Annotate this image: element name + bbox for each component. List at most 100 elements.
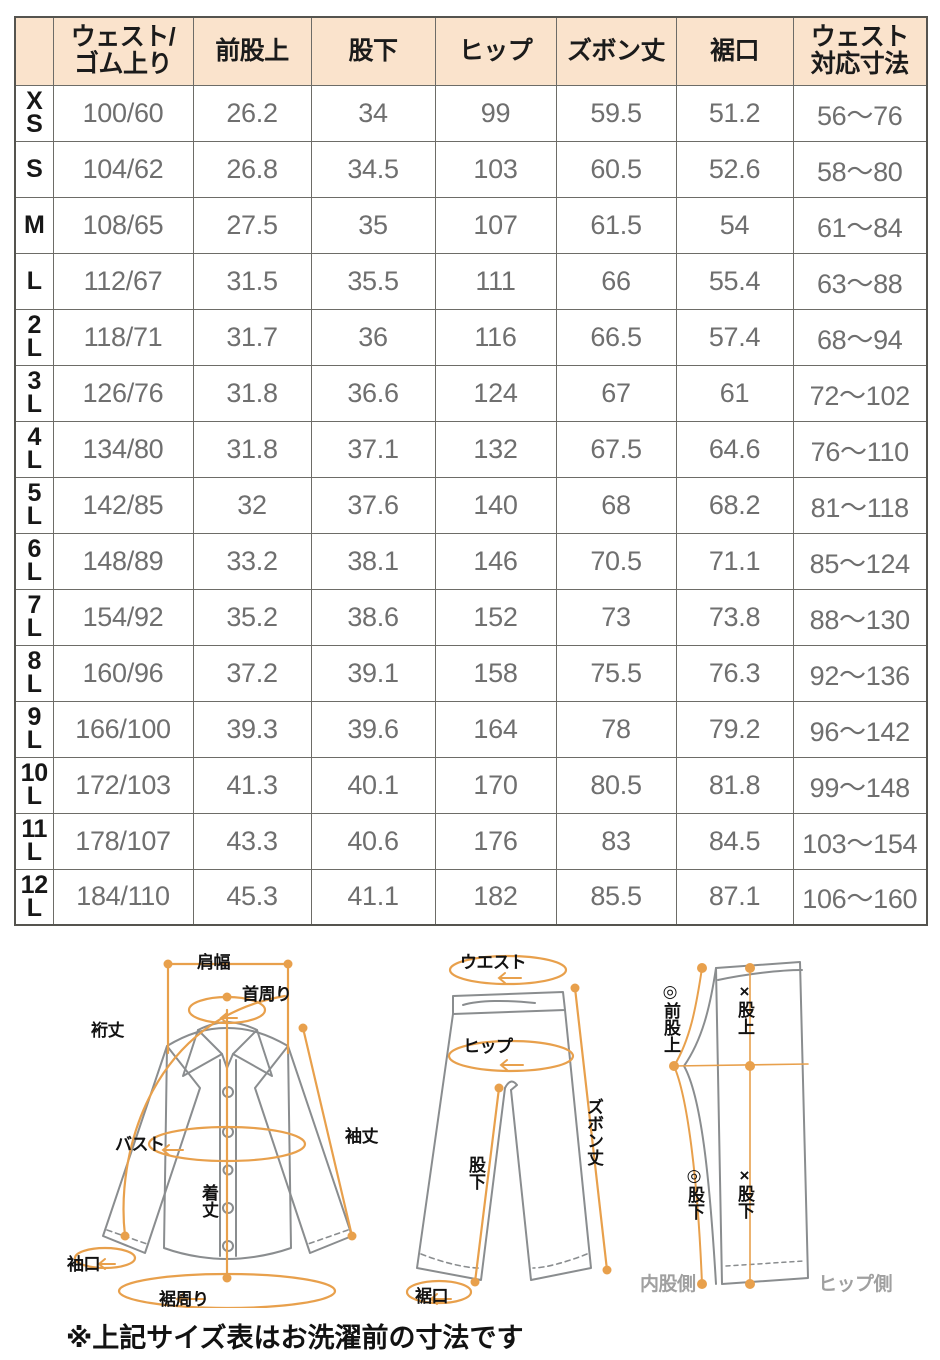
cell-hem: 64.6: [675, 420, 794, 478]
measurement-diagrams: 肩幅 首周り 裄丈 バスト 袖丈 着丈 袖口 裾周り: [0, 948, 940, 1308]
shirt-diagram: 肩幅 首周り 裄丈 バスト 袖丈 着丈 袖口 裾周り: [55, 948, 400, 1308]
cell-hem: 73.8: [675, 588, 794, 646]
cell-pants-length: 66.5: [555, 308, 677, 366]
cell-waist-fit: 85〜124: [792, 532, 928, 590]
cell-pants-length: 66: [555, 252, 677, 310]
shirt-label-bust: バスト: [115, 1135, 165, 1154]
size-line-1: 12: [20, 870, 49, 899]
shirt-illustration: [73, 959, 357, 1308]
cell-waist: 160/96: [52, 644, 194, 702]
cell-pants-length: 70.5: [555, 532, 677, 590]
cell-waist-fit: 88〜130: [792, 588, 928, 646]
cell-waist-fit: 103〜154: [792, 812, 928, 870]
rise-label-inseam-o: ◎股下: [685, 1166, 704, 1220]
cell-hem: 52.6: [675, 140, 794, 198]
cell-hem: 87.1: [675, 868, 794, 926]
cell-inseam: 37.6: [310, 476, 436, 534]
size-line-2: L: [26, 614, 42, 642]
cell-pants-length: 60.5: [555, 140, 677, 198]
size-line-1: 5: [27, 479, 42, 507]
size-line-1: 11: [21, 815, 48, 843]
size-line-2: L: [26, 558, 42, 586]
rise-label-inseam-x: ×股下: [735, 1166, 754, 1219]
cell-hip: 107: [434, 196, 557, 254]
cell-hem: 76.3: [675, 644, 794, 702]
cell-front-rise: 32: [192, 476, 312, 534]
table-row: S 104/62 26.8 34.5 103 60.5 52.6 58〜80: [14, 140, 928, 198]
cell-front-rise: 37.2: [192, 644, 312, 702]
cell-front-rise: 27.5: [192, 196, 312, 254]
cell-inseam: 34.5: [310, 140, 436, 198]
size-table-header: ウェスト/ ゴム上り 前股上 股下 ヒップ ズボン丈 裾口 ウェスト 対応寸法: [14, 16, 928, 86]
cell-pants-length: 83: [555, 812, 677, 870]
cell-inseam: 35: [310, 196, 436, 254]
shirt-label-sleeve-length: 袖丈: [345, 1127, 379, 1146]
size-line-1: 8: [27, 647, 42, 675]
cell-inseam: 40.6: [310, 812, 436, 870]
size-line-1: 3: [27, 367, 42, 395]
cell-waist-fit: 63〜88: [792, 252, 928, 310]
rise-label-front-rise: ◎前股上: [661, 982, 680, 1053]
cell-pants-length: 80.5: [555, 756, 677, 814]
header-waist-fit-line1: ウェスト: [810, 23, 910, 52]
cell-front-rise: 39.3: [192, 700, 312, 758]
pants-illustration: [405, 954, 612, 1305]
cell-front-rise: 31.8: [192, 420, 312, 478]
cell-front-rise: 26.2: [192, 84, 312, 142]
cell-pants-length: 78: [555, 700, 677, 758]
cell-hip: 132: [434, 420, 557, 478]
rise-diagram: ◎前股上 ×股上 ◎股下 ×股下 内股側 ヒップ側: [640, 948, 940, 1308]
size-table-body: X S 100/60 26.2 34 99 59.5 51.2 56〜76 S 104/62 26.8…: [14, 84, 928, 926]
cell-hip: 124: [434, 364, 557, 422]
cell-waist: 184/110: [52, 868, 194, 926]
rise-label-hip-side: ヒップ側: [818, 1274, 893, 1295]
pants-label-inseam: 股下: [466, 1156, 485, 1190]
cell-pants-length: 73: [555, 588, 677, 646]
cell-hip: 176: [434, 812, 557, 870]
cell-inseam: 41.1: [310, 868, 436, 926]
cell-inseam: 39.6: [310, 700, 436, 758]
cell-pants-length: 85.5: [555, 868, 677, 926]
cell-front-rise: 26.8: [192, 140, 312, 198]
cell-waist-fit: 56〜76: [792, 84, 928, 142]
table-row: L 112/67 31.5 35.5 111 66 55.4 63〜88: [14, 252, 928, 310]
cell-waist: 134/80: [52, 420, 194, 478]
cell-waist-fit: 106〜160: [792, 868, 928, 926]
header-waist-fit: ウェスト 対応寸法: [792, 16, 928, 86]
table-row: 2 L 118/71 31.7 36 116 66.5 57.4 68〜94: [14, 308, 928, 366]
cell-hip: 164: [434, 700, 557, 758]
size-line-1: X: [26, 87, 43, 115]
cell-pants-length: 68: [555, 476, 677, 534]
cell-pants-length: 67: [555, 364, 677, 422]
cell-hem: 57.4: [675, 308, 794, 366]
table-row: 12 L 184/110 45.3 41.1 182 85.5 87.1 106〜160: [14, 868, 928, 926]
cell-waist-fit: 99〜148: [792, 756, 928, 814]
cell-size: 11 L: [14, 812, 54, 870]
cell-hip: 116: [434, 308, 557, 366]
size-line-2: L: [26, 502, 42, 530]
cell-hem: 54: [675, 196, 794, 254]
rise-label-rise-x: ×股上: [735, 982, 754, 1035]
shirt-label-body-length: 着丈: [199, 1184, 218, 1218]
cell-hem: 84.5: [675, 812, 794, 870]
cell-front-rise: 31.7: [192, 308, 312, 366]
header-hip: ヒップ: [434, 16, 557, 86]
cell-inseam: 35.5: [310, 252, 436, 310]
shirt-label-sleeve-reach: 裄丈: [91, 1021, 125, 1040]
cell-waist: 178/107: [52, 812, 194, 870]
pants-label-hem: 裾口: [415, 1287, 449, 1306]
cell-hip: 103: [434, 140, 557, 198]
cell-waist: 166/100: [52, 700, 194, 758]
cell-waist: 108/65: [52, 196, 194, 254]
table-row: M 108/65 27.5 35 107 61.5 54 61〜84: [14, 196, 928, 254]
header-waist-line2: ゴム上り: [73, 50, 173, 79]
cell-hem: 68.2: [675, 476, 794, 534]
cell-hem: 79.2: [675, 700, 794, 758]
cell-hip: 152: [434, 588, 557, 646]
header-waist-line1: ウェスト/: [70, 23, 176, 52]
size-line-1: 6: [27, 535, 42, 563]
